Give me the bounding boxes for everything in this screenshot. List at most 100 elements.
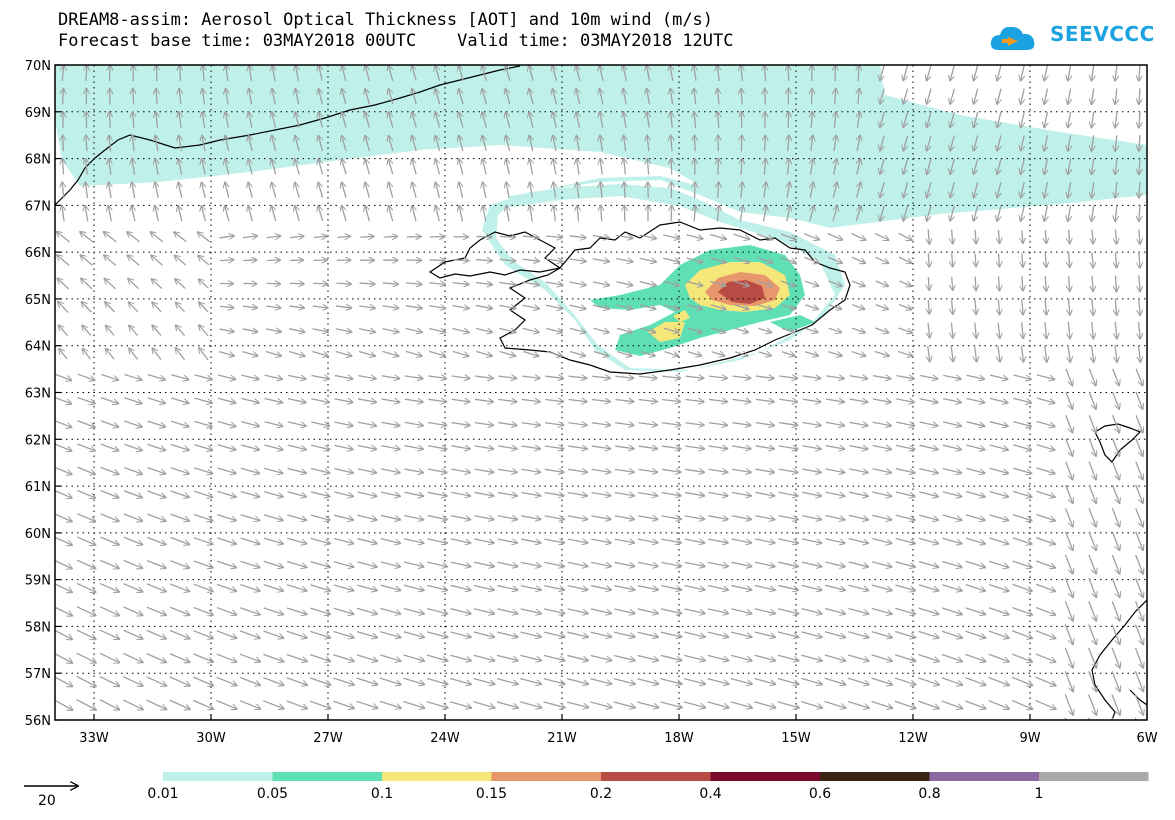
wind-arrow (219, 306, 234, 307)
wind-arrow (827, 256, 842, 263)
wind-arrow (1012, 513, 1032, 521)
wind-arrow (1135, 577, 1144, 597)
wind-arrow (1111, 624, 1120, 645)
wind-arrow (382, 350, 398, 356)
wind-arrow (687, 327, 702, 332)
wind-arrow (482, 159, 486, 175)
wind-arrow (1021, 158, 1025, 175)
wind-arrow (965, 724, 986, 732)
wind-arrow (55, 676, 72, 686)
wind-arrow (404, 422, 424, 425)
wind-arrow (217, 420, 236, 427)
wind-arrow (55, 583, 73, 592)
wind-arrow (544, 516, 565, 520)
wind-arrow (342, 182, 347, 198)
wind-arrow (383, 236, 398, 237)
wind-arrow (731, 493, 751, 496)
wind-arrow (708, 446, 728, 449)
wind-arrow (388, 136, 394, 152)
wind-arrow (928, 322, 930, 338)
wind-arrow (950, 135, 955, 150)
wind-arrow (707, 701, 728, 708)
wind-arrow (226, 65, 228, 82)
wind-arrow (123, 676, 143, 686)
wind-arrow (123, 536, 143, 544)
wind-arrow (950, 111, 955, 127)
wind-arrow (1068, 135, 1071, 151)
wind-arrow (1111, 647, 1120, 668)
wind-arrow (1088, 577, 1097, 597)
wind-arrow (975, 345, 977, 362)
wind-arrow (428, 399, 446, 402)
wind-arrow (356, 700, 378, 708)
wind-arrow (239, 676, 260, 685)
wind-arrow (99, 652, 119, 662)
wind-arrow (1036, 397, 1055, 403)
wind-arrow (871, 700, 892, 708)
wind-arrow (426, 631, 448, 637)
wind-arrow (86, 135, 87, 152)
wind-arrow (310, 584, 330, 591)
wind-arrow (600, 159, 602, 175)
wind-arrow (576, 112, 579, 128)
wind-arrow (412, 112, 417, 128)
wind-arrow (435, 182, 439, 198)
wind-arrow (264, 397, 283, 403)
wind-arrow (567, 585, 588, 590)
wind-arrow (459, 206, 462, 222)
wind-arrow (591, 516, 611, 519)
wind-arrow (1088, 391, 1096, 409)
wind-arrow (225, 206, 230, 222)
wind-arrow (77, 420, 96, 428)
wind-arrow (85, 206, 88, 222)
wind-arrow (498, 399, 516, 401)
wind-arrow (639, 304, 656, 309)
wind-arrow (1012, 560, 1032, 568)
wind-arrow (852, 304, 864, 310)
wind-arrow (755, 423, 775, 426)
wind-arrow (1088, 647, 1097, 668)
wind-arrow (553, 135, 556, 152)
wind-arrow (100, 443, 119, 451)
wind-arrow (997, 135, 1001, 151)
wind-arrow (570, 350, 585, 357)
wind-arrow (896, 376, 914, 379)
wind-arrow (732, 446, 751, 449)
wind-arrow (553, 182, 555, 199)
wind-arrow (800, 701, 822, 708)
wind-arrow (506, 159, 509, 175)
wind-arrow (600, 112, 603, 128)
wind-arrow (199, 348, 209, 361)
wind-arrow (1115, 111, 1117, 128)
wind-arrow (225, 159, 229, 175)
wind-arrow (156, 112, 158, 128)
wind-arrow (56, 232, 71, 243)
wind-arrow (427, 584, 447, 590)
wind-arrow (599, 89, 602, 105)
wind-arrow (1068, 65, 1071, 81)
wind-arrow (170, 467, 189, 474)
wind-arrow (851, 232, 865, 241)
wind-arrow (55, 443, 72, 451)
wind-arrow (62, 65, 64, 82)
wind-arrow (529, 89, 534, 105)
wind-arrow (436, 206, 440, 222)
wind-arrow (529, 135, 533, 152)
wind-arrow (100, 466, 119, 474)
wind-arrow (1045, 275, 1046, 291)
wind-arrow (942, 491, 962, 497)
wind-arrow (755, 492, 774, 496)
wind-arrow (170, 536, 190, 545)
wind-arrow (871, 607, 892, 614)
wind-arrow (129, 348, 139, 360)
wind-arrow (263, 676, 284, 686)
wind-arrow (1045, 253, 1046, 267)
wind-arrow (781, 352, 795, 356)
wind-arrow (77, 489, 95, 497)
wind-arrow (552, 89, 556, 105)
wind-arrow (529, 159, 532, 175)
wind-arrow (804, 280, 819, 286)
wind-arrow (357, 399, 376, 402)
wind-arrow (450, 677, 471, 684)
wind-arrow (1112, 368, 1120, 386)
